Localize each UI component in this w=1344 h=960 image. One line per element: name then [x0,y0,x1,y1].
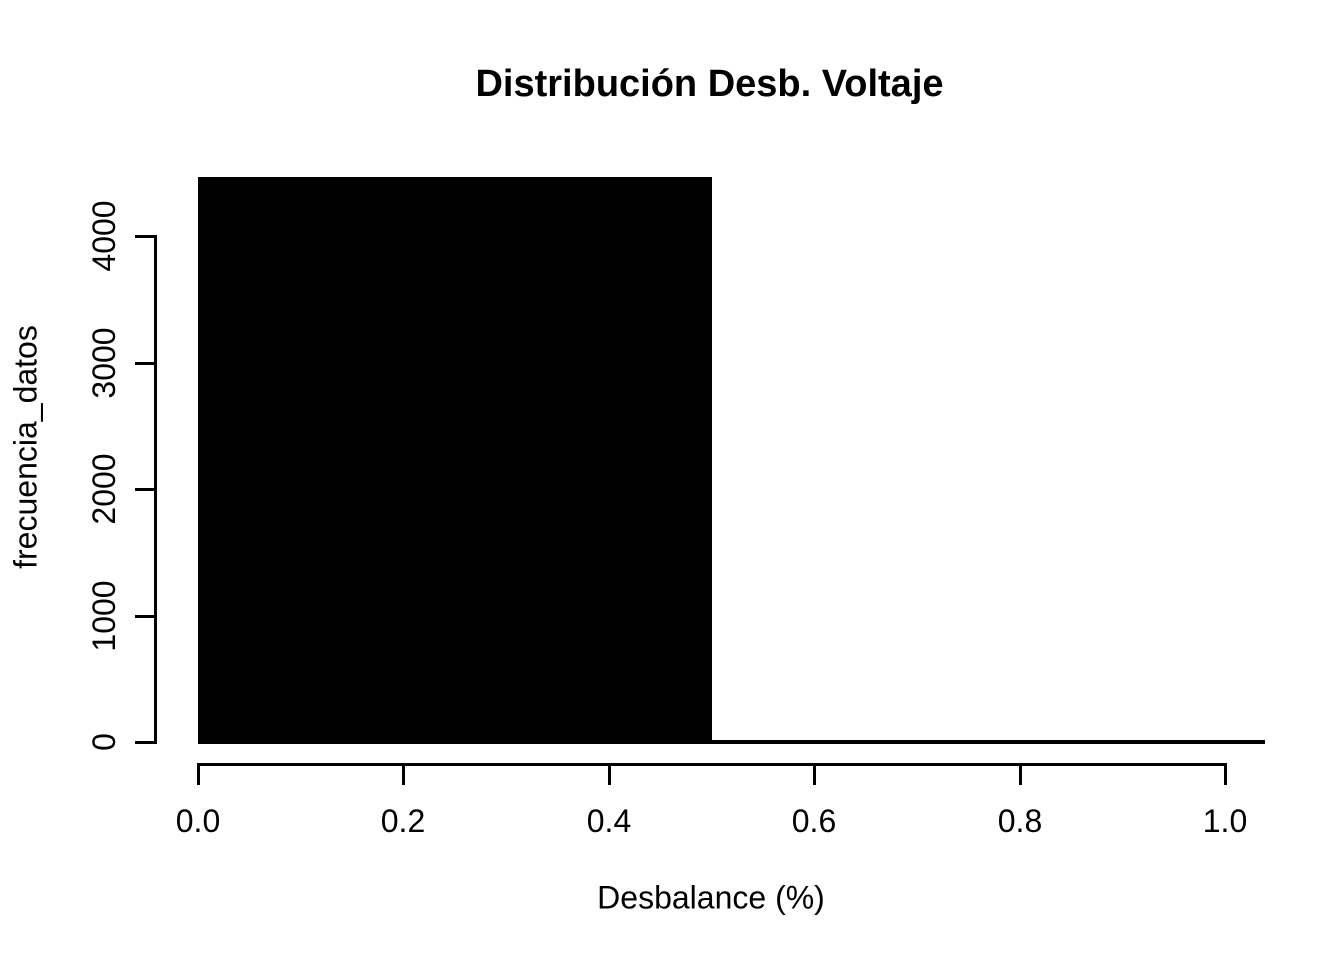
y-axis-tick [135,235,154,238]
chart-title: Distribución Desb. Voltaje [475,63,944,105]
x-tick-label: 0.4 [586,803,632,839]
y-axis-tick [135,741,154,744]
y-axis-tick [135,615,154,618]
y-tick-label: 3000 [86,327,122,399]
x-tick-label: 0.2 [380,803,426,839]
y-axis-tick [135,362,154,365]
x-axis-tick [197,766,200,785]
x-axis-tick [1224,766,1227,785]
x-axis-tick [813,766,816,785]
y-tick-label: 2000 [86,453,122,525]
histogram-baseline [712,740,1265,744]
y-axis-title: frecuencia_datos [7,325,44,569]
x-tick-label: 0.0 [175,803,221,839]
y-tick-label: 1000 [86,580,122,652]
y-tick-label: 4000 [86,200,122,272]
x-tick-label: 0.6 [791,803,837,839]
x-tick-label: 0.8 [997,803,1043,839]
x-axis-tick [608,766,611,785]
x-axis-line [197,763,1227,766]
y-tick-label: 0 [86,733,122,751]
x-axis-tick [402,766,405,785]
y-axis-tick [135,488,154,491]
histogram-bar [198,177,712,744]
x-axis-title: Desbalance (%) [597,879,825,916]
y-axis-line [154,235,157,744]
x-axis-tick [1019,766,1022,785]
x-tick-label: 1.0 [1202,803,1248,839]
